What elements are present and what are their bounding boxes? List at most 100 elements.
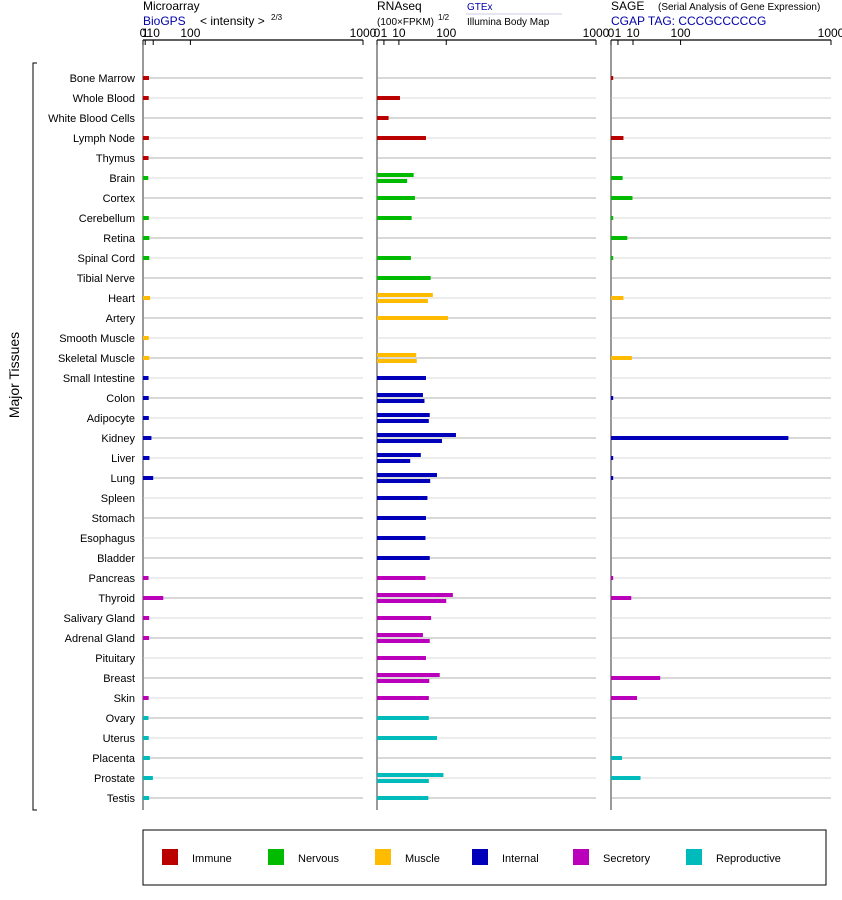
tissue-label: Tibial Nerve xyxy=(77,273,135,285)
tissue-label: Retina xyxy=(103,233,136,245)
tissue-rows: Bone Marrow Whole Blood White Blood Cells L… xyxy=(48,73,831,805)
microarray-bar: Small Intestine xyxy=(143,376,149,380)
tissue-label: Breast xyxy=(103,673,135,685)
sage-tick-label: 1000 xyxy=(818,26,842,40)
sage-bar: Heart xyxy=(611,296,624,300)
microarray-tick-label: 1000 xyxy=(350,26,377,40)
microarray-bar: Lymph Node xyxy=(143,136,149,140)
tissue-label: Skeletal Muscle xyxy=(58,353,135,365)
rnaseq-source-gtex: GTEx xyxy=(467,2,493,13)
microarray-bar: Kidney xyxy=(143,436,152,440)
rnaseq-ibm-bar: Kidney xyxy=(377,439,442,443)
tissue-label: Heart xyxy=(108,293,135,305)
microarray-unit: < intensity > xyxy=(200,14,265,28)
microarray-bar: Pancreas xyxy=(143,576,149,580)
rnaseq-gtex-bar: Colon xyxy=(377,393,423,397)
tissue-label: White Blood Cells xyxy=(48,113,135,125)
y-axis-label: Major Tissues xyxy=(6,332,22,418)
legend-swatch-muscle xyxy=(375,849,391,865)
rnaseq-gtex-bar: Artery xyxy=(377,316,448,320)
legend-swatch-immune xyxy=(162,849,178,865)
sage-subtitle: (Serial Analysis of Gene Expression) xyxy=(658,2,820,13)
sage-bar: Breast xyxy=(611,676,661,680)
rnaseq-tick-label: 100 xyxy=(436,26,456,40)
microarray-title: Microarray xyxy=(143,0,200,13)
microarray-bar: Adipocyte xyxy=(143,416,149,420)
sage-bar: Placenta xyxy=(611,756,622,760)
tissue-label: Skin xyxy=(114,693,135,705)
rnaseq-ibm-bar: Spleen xyxy=(377,496,428,500)
sage-bar: Thyroid xyxy=(611,596,632,600)
rnaseq-ibm-bar: Bladder xyxy=(377,556,430,560)
microarray-bar: Thymus xyxy=(143,156,149,160)
rnaseq-gtex-bar: Prostate xyxy=(377,773,444,777)
tissue-label: Prostate xyxy=(94,773,135,785)
sage-tick-label: 1 xyxy=(615,26,622,40)
rnaseq-gtex-bar: Spinal Cord xyxy=(377,256,411,260)
rnaseq-gtex-bar: Breast xyxy=(377,673,440,677)
tissue-label: Bladder xyxy=(97,553,135,565)
sage-bar: Colon xyxy=(611,396,614,400)
microarray-bar: Brain xyxy=(143,176,149,180)
microarray-header: Microarray BioGPS < intensity > 2/3 xyxy=(143,0,283,28)
rnaseq-ibm-bar: Skin xyxy=(377,696,429,700)
tissue-label: Adrenal Gland xyxy=(65,633,135,645)
sage-bar: Spinal Cord xyxy=(611,256,614,260)
rnaseq-gtex-bar: Brain xyxy=(377,173,414,177)
rnaseq-ibm-bar: Uterus xyxy=(377,736,437,740)
microarray-bar: Prostate xyxy=(143,776,153,780)
sage-header: SAGE (Serial Analysis of Gene Expression… xyxy=(611,0,820,28)
sage-axis: 0 1 10 100 1000 xyxy=(608,26,842,810)
tissue-label: Spleen xyxy=(101,493,135,505)
legend-label-nervous: Nervous xyxy=(298,853,339,865)
legend-label-internal: Internal xyxy=(502,853,539,865)
tissue-label: Adipocyte xyxy=(87,413,135,425)
microarray-bar: Bone Marrow xyxy=(143,76,149,80)
microarray-bar: Lung xyxy=(143,476,154,480)
tissue-label: Cortex xyxy=(103,193,136,205)
rnaseq-gtex-bar: Kidney xyxy=(377,433,456,437)
microarray-tick-label: 0 xyxy=(140,26,147,40)
rnaseq-tick-label: 0 xyxy=(374,26,381,40)
rnaseq-axis: 0 1 10 100 1000 xyxy=(374,26,610,810)
microarray-bar: Liver xyxy=(143,456,150,460)
microarray-bar: Heart xyxy=(143,296,151,300)
rnaseq-ibm-bar: Salivary Gland xyxy=(377,616,432,620)
tissue-label: Spinal Cord xyxy=(78,253,135,265)
tissue-label: Liver xyxy=(111,453,135,465)
tissue-label: Brain xyxy=(109,173,135,185)
sage-tag: CGAP TAG: CCCGCCCCCG xyxy=(611,14,766,28)
sage-bar: Brain xyxy=(611,176,623,180)
tissue-label: Uterus xyxy=(103,733,136,745)
microarray-tick-label: 10 xyxy=(147,26,161,40)
microarray-bar: Whole Blood xyxy=(143,96,149,100)
rnaseq-ibm-bar: Stomach xyxy=(377,516,426,520)
rnaseq-ibm-bar: Testis xyxy=(377,796,429,800)
tissue-label: Kidney xyxy=(101,433,135,445)
microarray-bar: Colon xyxy=(143,396,149,400)
rnaseq-gtex-bar: Thyroid xyxy=(377,593,453,597)
tissue-label: Pancreas xyxy=(89,573,136,585)
microarray-source: BioGPS xyxy=(143,14,186,28)
rnaseq-ibm-bar: Breast xyxy=(377,679,430,683)
legend-swatch-secretory xyxy=(573,849,589,865)
rnaseq-tick-label: 10 xyxy=(392,26,406,40)
rnaseq-gtex-bar: Whole Blood xyxy=(377,96,400,100)
legend-swatch-internal xyxy=(472,849,488,865)
tissue-label: Esophagus xyxy=(80,533,136,545)
tissue-label: Artery xyxy=(106,313,136,325)
sage-bar: Lymph Node xyxy=(611,136,624,140)
microarray-bar: Uterus xyxy=(143,736,149,740)
sage-bar: Retina xyxy=(611,236,628,240)
tissue-label: Colon xyxy=(106,393,135,405)
legend-swatch-nervous xyxy=(268,849,284,865)
tissue-label: Stomach xyxy=(92,513,135,525)
rnaseq-gtex-bar: Tibial Nerve xyxy=(377,276,431,280)
rnaseq-exponent: 1/2 xyxy=(438,13,450,22)
sage-bar: Liver xyxy=(611,456,614,460)
rnaseq-ibm-bar: Esophagus xyxy=(377,536,426,540)
microarray-tick-label: 100 xyxy=(180,26,200,40)
rnaseq-header: RNAseq (100×FPKM) 1/2 GTEx Illumina Body… xyxy=(377,0,562,28)
